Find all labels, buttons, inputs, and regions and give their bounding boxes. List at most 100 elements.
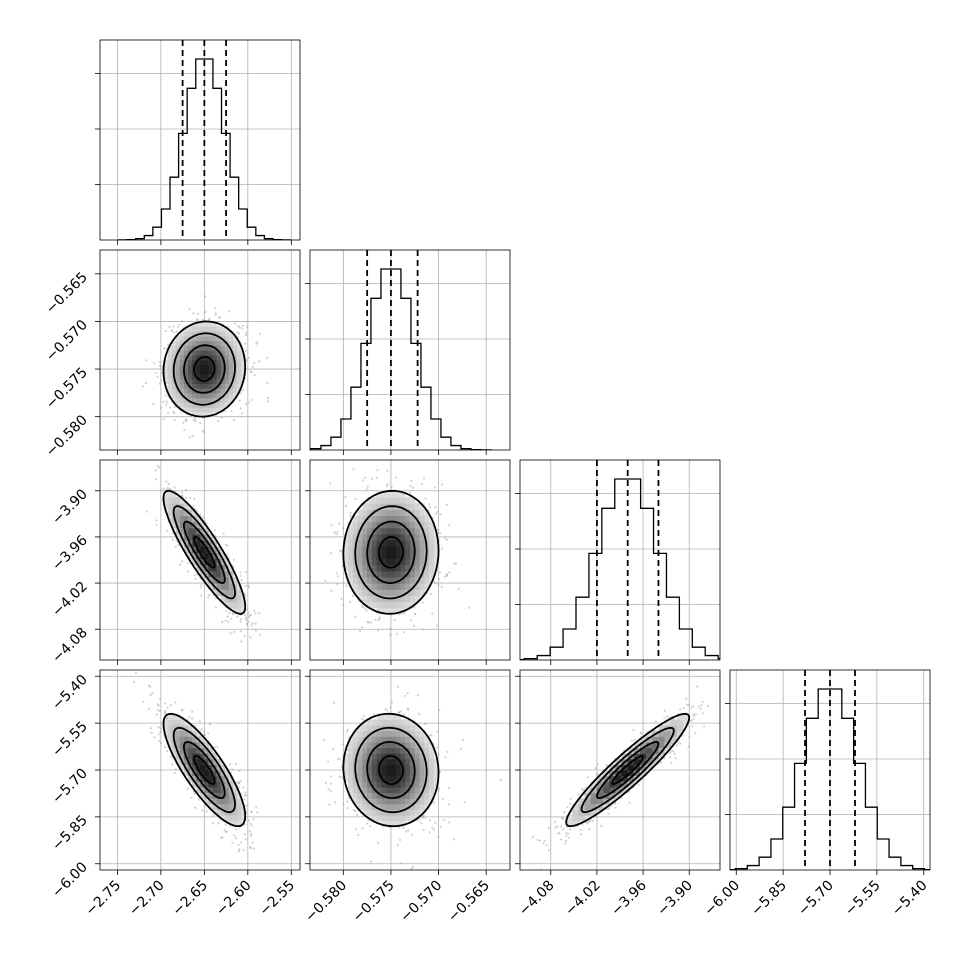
density-cell: [175, 383, 181, 389]
density-cell: [414, 521, 421, 529]
scatter-point: [169, 488, 172, 491]
density-cell: [224, 397, 230, 403]
density-cell: [362, 552, 368, 560]
density-cell: [167, 378, 173, 384]
scatter-point: [167, 411, 170, 414]
density-cell: [163, 364, 169, 370]
density-cell: [433, 552, 440, 560]
scatter-point: [159, 730, 162, 734]
scatter-point: [359, 629, 362, 633]
density-cell: [367, 540, 373, 547]
density-cell: [228, 378, 234, 384]
scatter-point: [227, 620, 230, 624]
scatter-point: [217, 419, 220, 423]
scatter-point: [220, 416, 223, 419]
density-cell: [167, 719, 173, 726]
density-cell: [386, 546, 392, 553]
density-cell: [357, 509, 363, 516]
scatter-point: [189, 496, 192, 499]
density-cell: [196, 364, 201, 370]
density-cell: [200, 775, 205, 782]
density-cell: [237, 354, 242, 361]
scatter-point: [361, 606, 364, 609]
scatter-point: [245, 811, 248, 814]
scatter-point: [154, 371, 157, 375]
density-cell: [208, 369, 214, 375]
scatter-point: [370, 860, 373, 863]
scatter-point: [160, 365, 163, 368]
scatter-point: [335, 533, 338, 536]
density-cell: [376, 490, 383, 498]
density-cell: [237, 350, 242, 356]
density-cell: [405, 595, 411, 603]
scatter-point: [429, 506, 432, 509]
scatter-point: [166, 529, 169, 532]
density-cell: [188, 775, 193, 782]
scatter-point: [266, 382, 269, 385]
scatter-point: [228, 611, 231, 615]
density-cell: [167, 741, 173, 749]
y-tick-label: −5.55: [49, 719, 91, 761]
scatter-point: [166, 706, 169, 709]
scatter-point: [174, 701, 177, 704]
scatter-point: [157, 726, 160, 729]
density-cell: [228, 345, 234, 351]
scatter-point: [204, 295, 207, 298]
density-cell: [419, 509, 425, 516]
density-cell: [204, 770, 209, 777]
density-cell: [188, 345, 193, 351]
scatter-point: [437, 577, 440, 581]
y-tick-label: −4.02: [49, 579, 91, 621]
scatter-point: [402, 631, 405, 634]
density-cell: [400, 576, 406, 584]
density-cell: [167, 509, 173, 516]
scatter-point: [232, 418, 235, 421]
density-cell: [183, 397, 189, 403]
scatter-point: [239, 407, 242, 410]
density-cell: [410, 595, 416, 603]
scatter-point: [468, 606, 471, 609]
density-cell: [429, 546, 435, 553]
density-cell: [400, 564, 406, 572]
density-cell: [200, 747, 205, 754]
density-cell: [192, 764, 197, 771]
scatter-point: [160, 379, 163, 382]
y-tick-label: −5.85: [49, 812, 91, 854]
density-cell: [188, 402, 193, 408]
scatter-point: [241, 388, 244, 391]
scatter-point: [165, 717, 168, 720]
density-cell: [171, 345, 177, 351]
panel-1-0: −0.580−0.575−0.570−0.565: [43, 249, 301, 460]
scatter-point: [433, 486, 436, 489]
scatter-point: [156, 709, 159, 712]
panel-3-1: −0.580 −0.575 −0.570 −0.565: [302, 669, 511, 925]
density-cell: [220, 350, 226, 356]
density-cell: [381, 564, 387, 572]
scatter-point: [246, 608, 249, 611]
density-cell: [188, 331, 193, 337]
density-cell: [208, 533, 214, 541]
density-cell: [171, 490, 177, 498]
density-cell: [200, 364, 205, 370]
density-cell: [216, 770, 222, 777]
scatter-point: [255, 342, 258, 345]
density-cell: [171, 383, 177, 389]
scatter-point: [437, 584, 440, 587]
density-cell: [391, 521, 397, 529]
scatter-point: [239, 620, 242, 624]
density-cell: [348, 521, 354, 529]
density-cell: [429, 570, 435, 578]
density-cell: [376, 601, 383, 609]
contour-line-1: [183, 520, 226, 584]
density-cell: [228, 340, 234, 346]
density-cell: [192, 552, 197, 560]
scatter-point: [256, 811, 259, 814]
density-cell: [414, 564, 421, 572]
density-cell: [233, 354, 238, 361]
scatter-point: [219, 315, 222, 319]
scatter-point: [365, 601, 368, 605]
density-cell: [414, 576, 421, 584]
density-cell: [367, 503, 373, 510]
density-cell: [376, 496, 383, 504]
density-cell: [216, 764, 222, 771]
